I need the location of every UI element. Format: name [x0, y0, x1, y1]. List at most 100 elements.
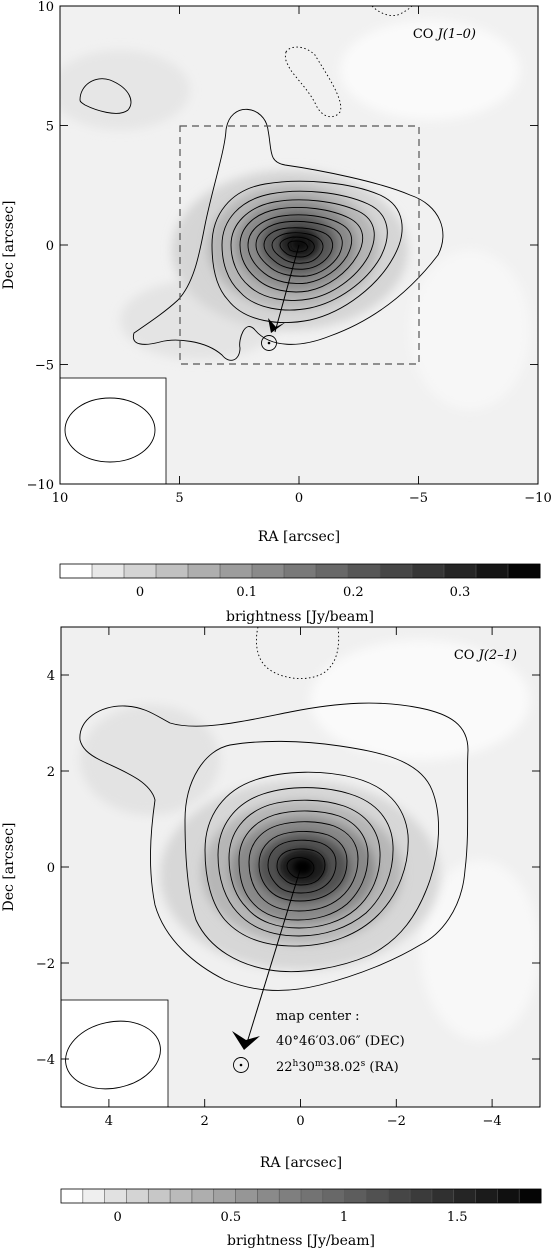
map-center-title: map center : [276, 1009, 360, 1024]
y-tick-label: −2 [36, 957, 55, 972]
colorbar-tick-label: 0.1 [236, 585, 257, 600]
x-tick-label: −10 [524, 491, 551, 506]
colorbar-label: brightness [Jy/beam] [227, 1233, 375, 1249]
contour-level-3 [221, 190, 388, 311]
contours [79, 6, 444, 361]
colorbar-step [476, 564, 509, 578]
y-axis-ticks: 10 5 0 −5 −10 [27, 0, 538, 493]
colorbar-step [61, 1189, 84, 1203]
arrowhead [232, 1031, 260, 1050]
offset-arrow [245, 866, 302, 1047]
colorbar-step [148, 1189, 171, 1203]
colorbar-step [279, 1189, 302, 1203]
contour-level-11 [287, 240, 308, 253]
offset-source-marker [233, 1057, 249, 1073]
contours [79, 627, 469, 991]
colorbar-ticks: 0 0.1 0.2 0.3 [136, 585, 470, 600]
y-tick-label: −4 [36, 1053, 55, 1068]
contour-level-5 [228, 799, 381, 929]
x-tick-label: 0 [296, 1114, 304, 1129]
x-tick-label: −4 [483, 1114, 502, 1129]
y-tick-label: 5 [46, 120, 54, 135]
colorbar-step [412, 564, 445, 578]
colorbar-step [348, 564, 381, 578]
colorbar-step [257, 1189, 280, 1203]
x-tick-label: 10 [52, 491, 69, 506]
y-axis-label: Dec [arcsec] [1, 201, 17, 290]
offset-arrow [274, 244, 300, 333]
contour-negative-north [256, 627, 340, 679]
offset-source-marker [261, 335, 277, 351]
dashed-box [179, 125, 420, 365]
x-axis-ticks: 4 2 0 −2 −4 [105, 627, 502, 1129]
y-tick-label: 2 [47, 765, 55, 780]
colorbar-steps [61, 1189, 542, 1203]
x-tick-label: −2 [387, 1114, 406, 1129]
beam-box [59, 377, 167, 485]
contour-level-8 [263, 227, 334, 270]
colorbar-step [508, 564, 541, 578]
colorbar-step [322, 1189, 346, 1203]
contour-level-1 [79, 702, 469, 991]
colorbar-step [124, 564, 157, 578]
colorbar-tick-label: 0.5 [220, 1210, 241, 1225]
colorbar-steps [60, 564, 541, 578]
y-tick-label: 10 [37, 0, 54, 15]
contour-level-11 [286, 857, 315, 879]
y-axis-ticks: 4 2 0 −2 −4 [36, 669, 540, 1068]
colorbar-step [92, 564, 125, 578]
colorbar-step [220, 564, 253, 578]
colorbar-label: brightness [Jy/beam] [226, 609, 374, 625]
contour-negative-north [284, 46, 342, 118]
colorbar-frame [60, 1188, 542, 1204]
x-axis-label: RA [arcsec] [260, 1155, 342, 1171]
contour-level-10 [276, 848, 326, 886]
y-tick-label: −5 [35, 359, 54, 374]
colorbar-step [444, 564, 477, 578]
panel-label: CO J(1–0) [413, 27, 476, 42]
colorbar-step [431, 1189, 455, 1203]
colorbar-step [519, 1189, 542, 1203]
contour-level-6 [247, 214, 353, 284]
map-center-dec: 40°46′03.06″ (DEC) [276, 1034, 405, 1049]
colorbar-step [82, 1189, 106, 1203]
panel-label: CO J(2–1) [454, 648, 517, 663]
colorbar-frame [59, 563, 541, 579]
y-tick-label: 0 [47, 861, 55, 876]
colorbar-tick-label: 0 [113, 1210, 121, 1225]
y-tick-label: 0 [46, 239, 54, 254]
panel-co-1-0: CO J(1–0) 10 5 0 −5 −10 10 5 0 −5 −10 RA [arcsec… [1, 0, 552, 545]
colorbar-step [475, 1189, 498, 1203]
colorbar-step [380, 564, 413, 578]
contour-level-1 [132, 108, 444, 361]
colorbar-step [410, 1189, 433, 1203]
colorbar-step [366, 1189, 389, 1203]
y-axis-label: Dec [arcsec] [1, 823, 17, 912]
panel-co-2-1: map center : 40°46′03.06″ (DEC) 22h30m38… [1, 626, 541, 1171]
x-tick-label: 0 [295, 491, 303, 506]
x-tick-label: 5 [175, 491, 183, 506]
contour-level-8 [258, 831, 348, 902]
map-center-annotation: map center : 40°46′03.06″ (DEC) 22h30m38… [276, 1009, 405, 1075]
colorbar-tick-label: 0.2 [343, 585, 364, 600]
contour-level-4 [217, 787, 394, 937]
colorbar-ticks: 0 0.5 1 1.5 [113, 1210, 467, 1225]
x-axis-ticks: 10 5 0 −5 −10 [52, 6, 552, 506]
x-tick-label: 4 [105, 1114, 113, 1129]
contour-level-7 [255, 220, 343, 277]
contour-level-7 [248, 821, 359, 912]
contour-level-10 [279, 236, 315, 258]
colorbar-step [301, 1189, 324, 1203]
colorbar-step [213, 1189, 237, 1203]
colorbar-step [156, 564, 189, 578]
y-tick-label: −10 [27, 478, 54, 493]
y-tick-label: 4 [47, 669, 55, 684]
colorbar-1: 0 0.1 0.2 0.3 brightness [Jy/beam] [59, 563, 541, 625]
contour-level-6 [238, 810, 369, 921]
x-tick-label: 2 [201, 1114, 209, 1129]
colorbar-step [60, 564, 93, 578]
colorbar-step [170, 1189, 193, 1203]
colorbar-step [191, 1189, 215, 1203]
colorbar-step [497, 1189, 520, 1203]
